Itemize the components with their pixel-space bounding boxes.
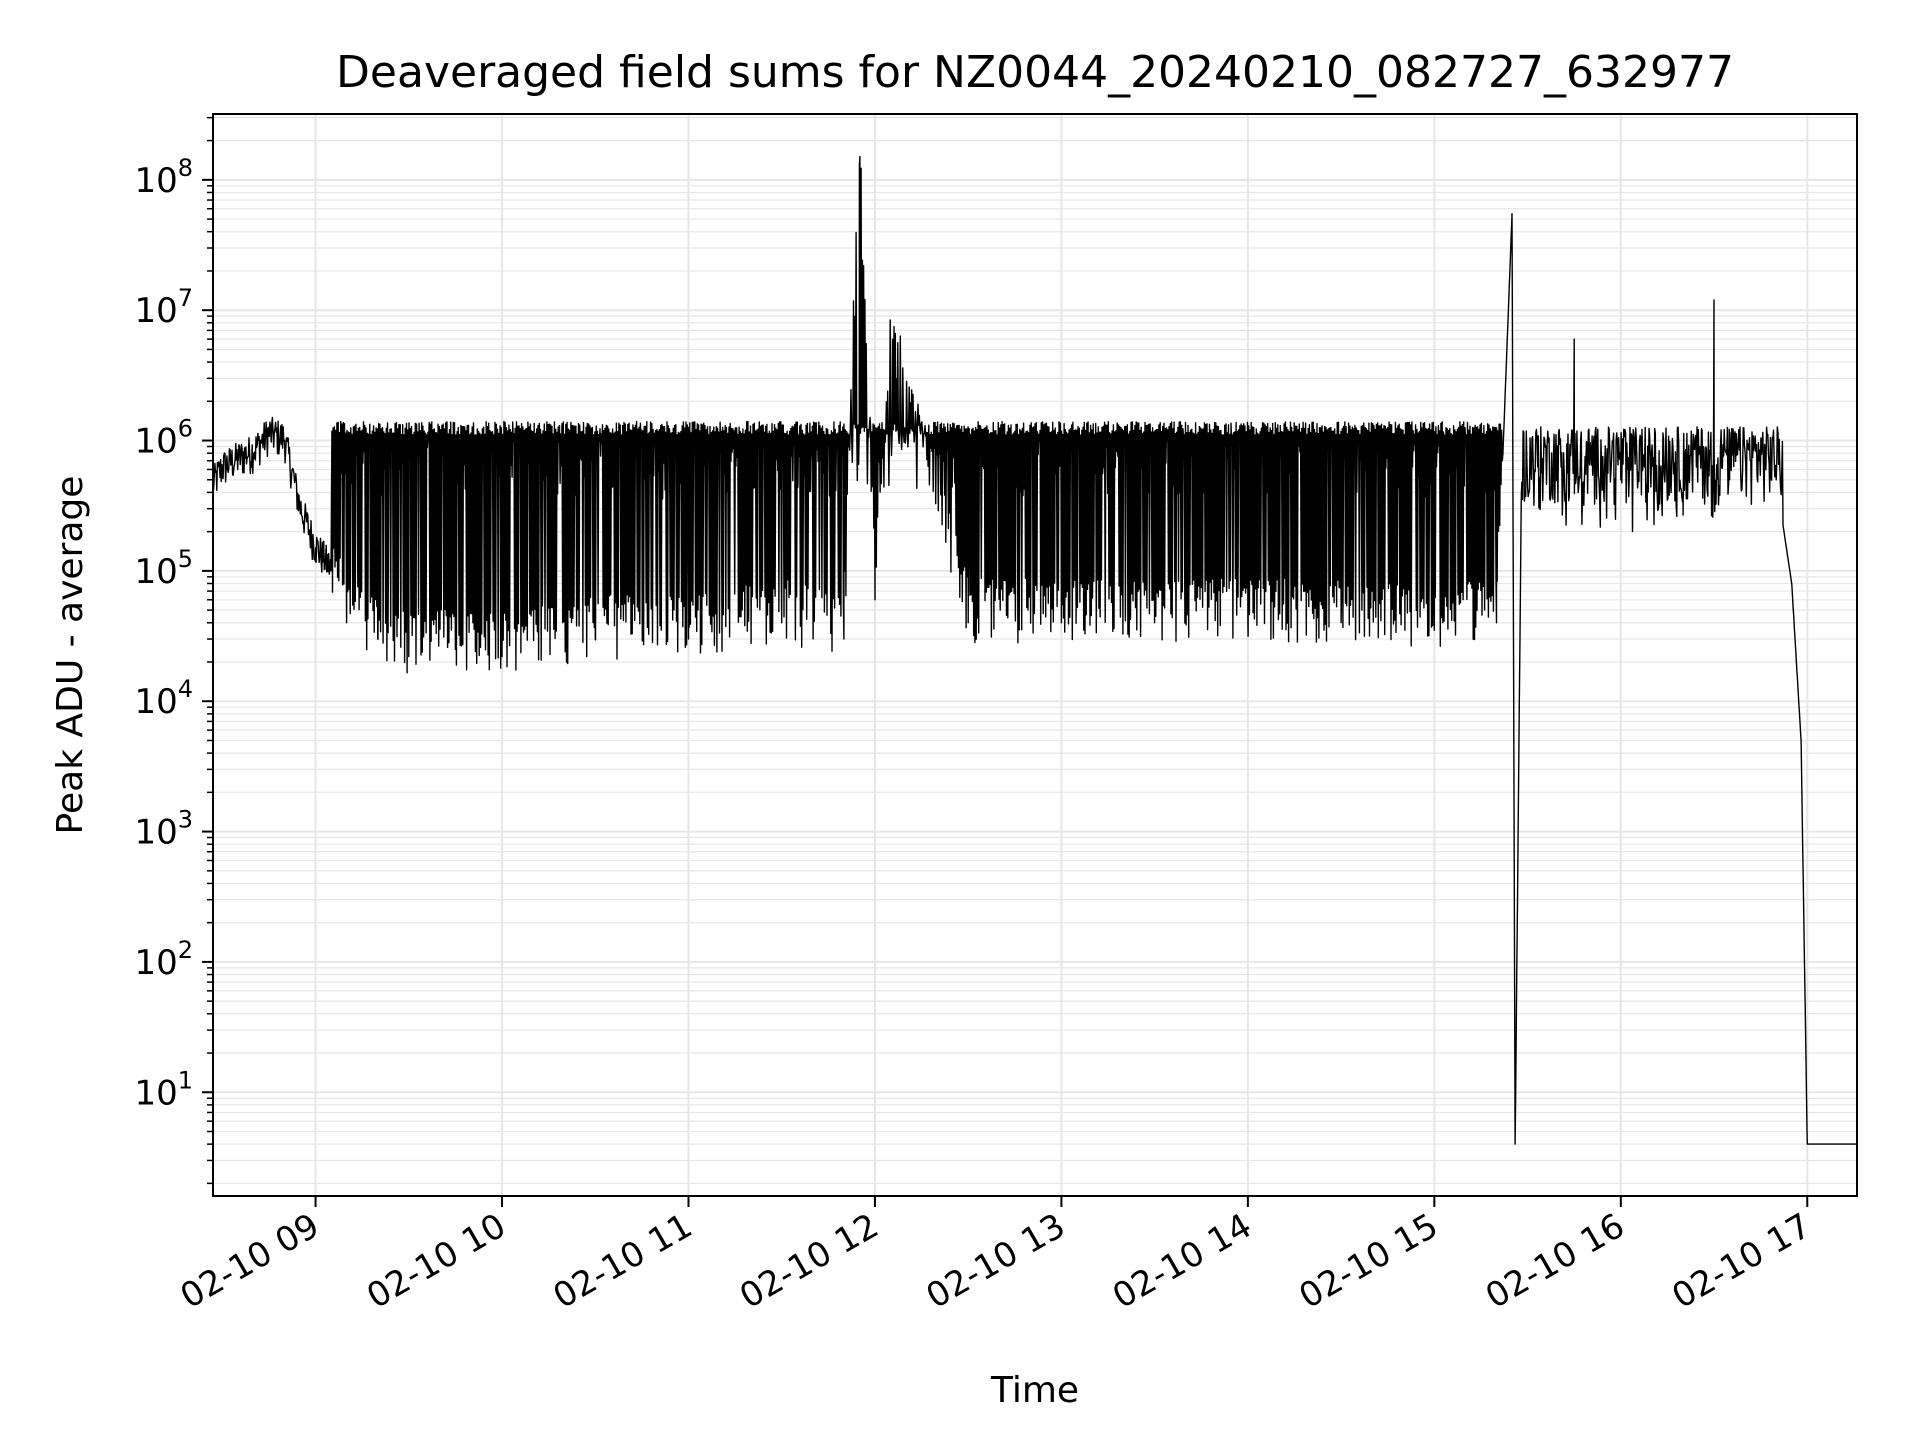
y-tick-label: 105: [134, 545, 193, 592]
series-line: [212, 155, 1858, 1145]
y-tick-label: 104: [134, 675, 193, 722]
x-axis-title: Time: [990, 1370, 1079, 1411]
y-tick-label: 102: [134, 936, 193, 983]
y-axis-title: Peak ADU - average: [50, 476, 91, 835]
y-tick-label: 108: [134, 154, 193, 201]
y-tick-label: 103: [134, 806, 193, 853]
plot-frame: [212, 113, 1858, 1197]
y-tick-label: 107: [134, 284, 193, 331]
y-tick-label: 106: [134, 415, 193, 462]
y-tick-label: 101: [134, 1066, 193, 1113]
chart-title: Deaveraged field sums for NZ0044_2024021…: [336, 47, 1734, 98]
